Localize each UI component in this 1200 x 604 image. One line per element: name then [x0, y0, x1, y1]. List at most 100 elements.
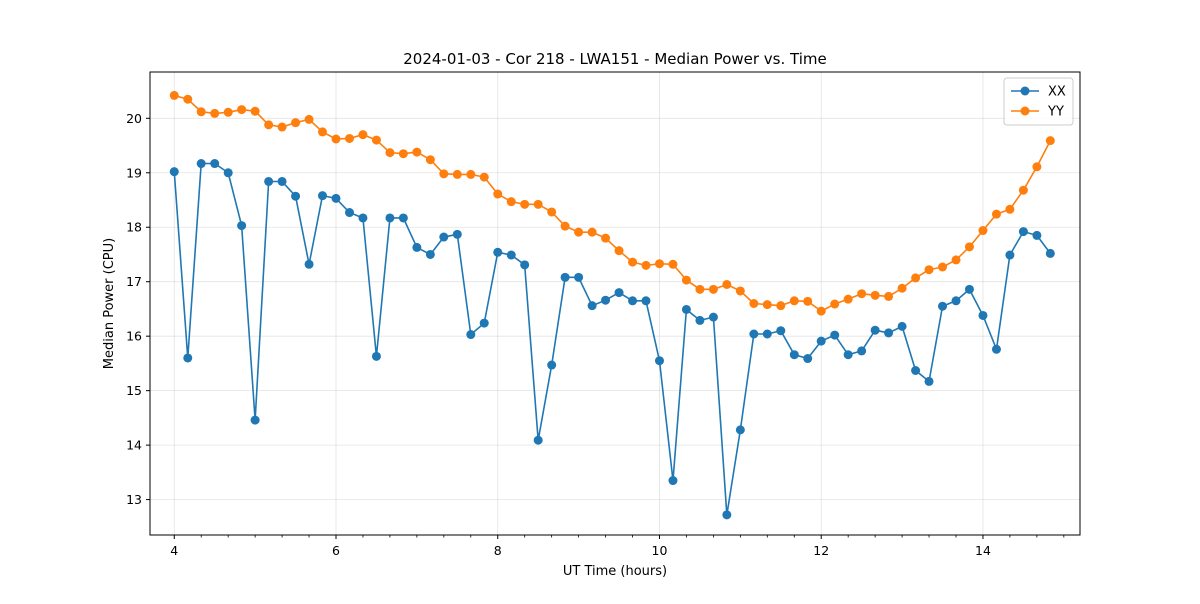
y-tick-label: 14 [126, 438, 142, 453]
series-yy-point [884, 291, 894, 301]
series-xx-point [1018, 227, 1028, 237]
series-xx-point [385, 213, 395, 223]
series-yy-point [412, 147, 422, 157]
series-yy-point [317, 127, 327, 137]
series-yy-point [533, 199, 543, 209]
series-xx-point [628, 296, 638, 306]
series-yy-point [641, 260, 651, 270]
series-yy-point [749, 299, 759, 308]
series-yy-point [479, 172, 489, 182]
legend-yy-marker [1020, 106, 1030, 116]
series-xx-point [843, 350, 853, 360]
series-xx-point [452, 229, 462, 239]
series-yy-point [614, 246, 624, 256]
series-xx-point [493, 247, 503, 257]
x-tick-label: 12 [813, 543, 829, 558]
series-yy-point [654, 259, 664, 269]
plot-frame [149, 71, 1081, 536]
series-yy-point [371, 135, 381, 145]
series-xx-point [466, 330, 476, 340]
legend-xx-marker [1020, 86, 1030, 96]
grid-layer [150, 72, 1080, 535]
series-xx-point [978, 310, 988, 320]
series-xx-point [897, 321, 907, 331]
series-yy-point [843, 294, 853, 304]
series-xx-point [345, 208, 355, 218]
series-xx-point [358, 213, 368, 223]
series-yy-point [277, 122, 287, 132]
series-xx-point [816, 336, 826, 346]
y-tick-label: 15 [126, 383, 142, 398]
series-yy-point [722, 279, 732, 289]
series-xx-point [762, 329, 772, 339]
series-xx-point [264, 176, 274, 186]
series-xx-point [695, 315, 705, 325]
y-tick-label: 16 [126, 329, 142, 344]
series-yy-point [385, 148, 395, 158]
legend: XX YY [1003, 77, 1074, 126]
series-yy-point [830, 299, 840, 309]
series-xx-point [196, 159, 206, 169]
series-yy-point [803, 296, 813, 306]
series-yy-point [978, 226, 988, 236]
series-xx-point [223, 168, 233, 178]
chart-title: 2024-01-03 - Cor 218 - LWA151 - Median P… [403, 50, 827, 68]
series-xx-point [1032, 230, 1042, 240]
series-xx-point [250, 415, 260, 425]
series-yy-point [237, 105, 247, 115]
series-xx-point [735, 425, 745, 435]
y-tick-label: 20 [126, 111, 142, 126]
series-yy-point [439, 169, 449, 179]
x-tick-label: 8 [494, 543, 502, 558]
series-xx-point [183, 353, 193, 363]
y-tick-label: 18 [126, 220, 142, 235]
series-xx-point [371, 351, 381, 361]
series-xx-point [520, 260, 530, 270]
x-tick-label: 10 [652, 543, 668, 558]
series-yy-point [857, 289, 867, 299]
series-layer [169, 90, 1055, 520]
series-xx-point [924, 376, 934, 386]
series-xx-point [803, 354, 813, 364]
series-yy-point [425, 155, 435, 165]
series-yy-point [250, 106, 260, 116]
series-yy-point [1018, 185, 1028, 195]
series-xx-point [1005, 250, 1015, 260]
series-xx-point [412, 242, 422, 252]
series-xx-point [506, 250, 516, 260]
series-xx-point [331, 193, 341, 203]
series-xx-point [304, 259, 314, 269]
x-tick-label: 4 [170, 543, 178, 558]
series-yy-point [210, 108, 220, 118]
series-yy-point [264, 120, 274, 130]
series-yy-point [506, 197, 516, 207]
series-xx-point [560, 272, 570, 282]
series-yy-point [762, 300, 772, 310]
series-xx-point [857, 346, 867, 356]
tick-layer: 4 6 8 10 12 14 13 14 15 16 17 18 19 20 [126, 111, 1065, 558]
series-xx-point [587, 301, 597, 311]
series-yy-point [668, 259, 678, 269]
x-tick-label: 14 [975, 543, 991, 558]
series-xx-point [830, 330, 840, 340]
series-xx-point [425, 249, 435, 259]
series-yy-point [196, 107, 206, 117]
series-yy-point [574, 227, 584, 237]
series-xx-point [654, 356, 664, 366]
series-yy-point [708, 284, 718, 294]
series-yy-point [466, 169, 476, 179]
series-yy-point [560, 221, 570, 231]
series-xx-point [398, 213, 408, 223]
series-yy-point [587, 227, 597, 237]
series-xx-point [574, 272, 584, 282]
series-yy-point [493, 189, 503, 199]
series-yy-point [452, 169, 462, 179]
series-yy-point [304, 114, 314, 124]
series-xx-point [668, 476, 678, 486]
y-tick-label: 17 [126, 274, 142, 289]
series-xx-point [169, 167, 179, 177]
series-xx-point [277, 176, 287, 186]
series-xx-point [991, 344, 1001, 354]
